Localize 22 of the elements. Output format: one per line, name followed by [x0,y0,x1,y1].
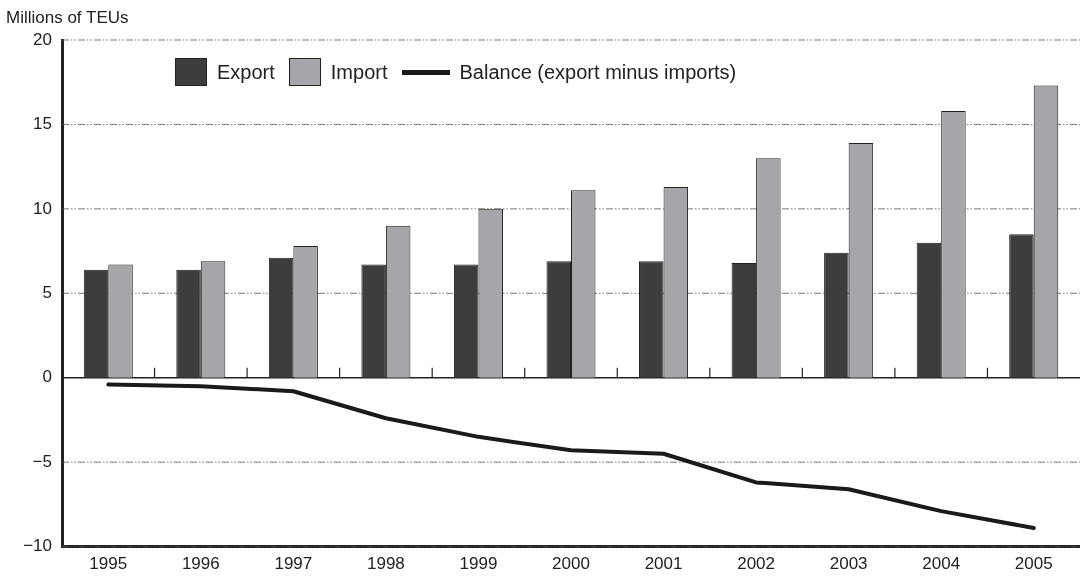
y-tick-label: 20 [33,29,52,49]
x-tick-label: 2000 [552,554,590,574]
legend-label: Export [217,60,275,84]
y-tick-label: 5 [42,282,52,302]
legend-label: Import [330,60,388,84]
legend-label: Balance (export minus imports) [459,60,737,84]
x-tick-label: 1995 [89,554,128,574]
y-tick-label: 10 [33,198,52,218]
x-tick-label: 2004 [922,554,961,574]
y-tick-label: 0 [42,367,52,387]
y-axis-title: Millions of TEUs [6,8,129,28]
y-tick-label: −10 [23,536,52,556]
y-tick-label: −5 [32,451,52,471]
x-tick-label: 1998 [367,554,405,574]
x-tick-label: 2001 [644,554,683,574]
x-tick-label: 2005 [1014,554,1053,574]
x-tick-label: 1999 [459,554,498,574]
y-tick-label: 15 [33,114,52,134]
x-tick-label: 1997 [274,554,313,574]
x-tick-label: 2003 [829,554,868,574]
x-tick-label: 1996 [181,554,220,574]
x-tick-label: 2002 [737,554,775,574]
